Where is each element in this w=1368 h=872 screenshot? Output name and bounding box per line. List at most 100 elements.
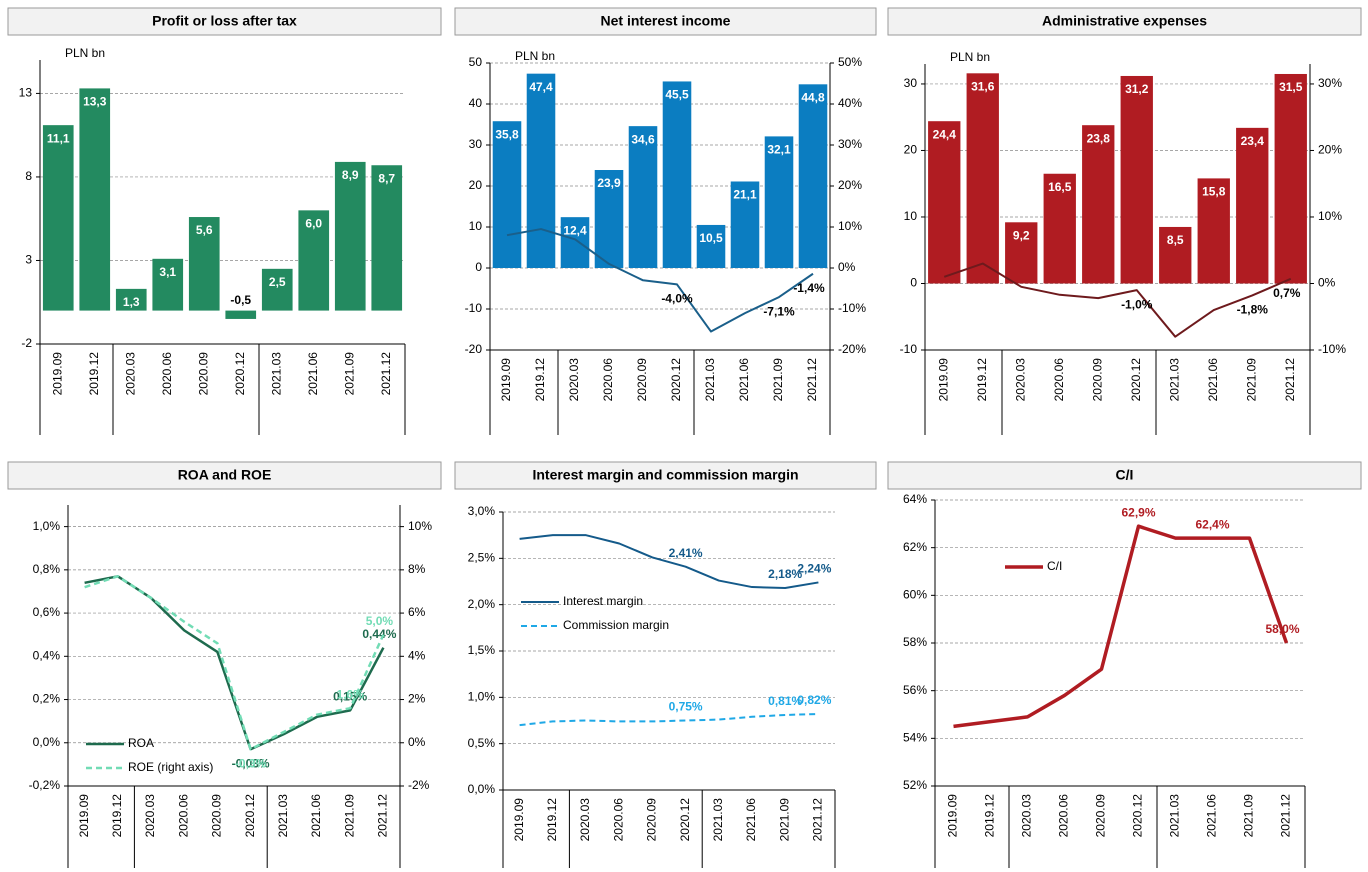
x-tick-label: 2021.03 (1167, 358, 1181, 402)
x-tick-label: 2021.09 (342, 352, 356, 396)
panel-header (887, 7, 1362, 36)
y2-tick-label: 0% (838, 260, 856, 274)
panel-header (887, 461, 1362, 490)
value-label: 31,6 (971, 79, 995, 93)
y2-tick-label: 10% (1318, 209, 1342, 223)
x-tick-label: 2020.12 (1131, 794, 1145, 838)
y-tick-label: 0,5% (468, 736, 496, 750)
legend-label: ROE (right axis) (128, 760, 213, 774)
x-tick-label: 2020.06 (1052, 358, 1066, 402)
y-tick-label: -2 (21, 336, 32, 350)
value-label: 6,0 (305, 217, 322, 231)
bar (1120, 75, 1153, 284)
x-tick-label: 2020.12 (243, 794, 257, 838)
y-tick-label: 40 (469, 96, 483, 110)
value-label: 2,18% (768, 567, 802, 581)
x-tick-label: 2021.06 (309, 794, 323, 838)
x-tick-label: 2020.03 (567, 358, 581, 402)
panel-header (454, 7, 877, 36)
y2-tick-label: 10% (838, 219, 862, 233)
value-label: -1,4% (793, 281, 825, 295)
y-tick-label: 0,8% (33, 562, 61, 576)
value-label: 23,8 (1087, 131, 1111, 145)
y-tick-label: 56% (903, 683, 927, 697)
value-label: 13,3 (83, 95, 107, 109)
y2-tick-label: 30% (1318, 76, 1342, 90)
value-label: 2,5 (269, 275, 286, 289)
bar (152, 258, 184, 311)
value-label: -7,1% (763, 304, 795, 318)
axis-label: PLN bn (950, 50, 990, 64)
value-label: 0,75% (669, 700, 703, 714)
value-label: -0,5 (230, 293, 251, 307)
y-tick-label: 0,0% (468, 782, 496, 796)
value-label: 31,5 (1279, 80, 1303, 94)
x-tick-label: 2019.09 (946, 794, 960, 838)
value-label: 0,81% (768, 694, 802, 708)
y-tick-label: -0,2% (29, 778, 61, 792)
y-tick-label: 60% (903, 588, 927, 602)
x-tick-label: 2020.12 (1129, 358, 1143, 402)
x-tick-label: 2020.12 (669, 358, 683, 402)
x-tick-label: 2019.12 (110, 794, 124, 838)
y-tick-label: 3,0% (468, 504, 496, 518)
value-label: 12,4 (563, 223, 587, 237)
bar (1005, 222, 1038, 284)
y2-tick-label: 20% (838, 178, 862, 192)
panel-header (7, 7, 442, 36)
x-tick-label: 2020.03 (578, 798, 592, 842)
value-label: -0,3% (235, 756, 267, 770)
y-tick-label: 20 (469, 178, 483, 192)
x-tick-label: 2020.03 (1020, 794, 1034, 838)
value-label: -1,8% (1237, 303, 1269, 317)
line-series (506, 228, 814, 333)
x-tick-label: 2021.09 (1242, 794, 1256, 838)
x-tick-label: 2021.03 (1168, 794, 1182, 838)
x-tick-label: 2021.12 (811, 798, 825, 842)
bar (298, 210, 330, 311)
y-tick-label: 64% (903, 492, 927, 506)
y2-tick-label: 0% (1318, 276, 1336, 290)
x-tick-label: 2020.09 (635, 358, 649, 402)
bar (662, 81, 692, 268)
x-tick-label: 2021.12 (379, 352, 393, 396)
bar (79, 88, 111, 311)
y-tick-label: 30 (469, 137, 483, 151)
y-tick-label: 20 (904, 143, 918, 157)
bar (628, 126, 658, 268)
value-label: 8,5 (1167, 233, 1184, 247)
x-tick-label: 2020.03 (1013, 358, 1027, 402)
chart-title: ROA and ROE (178, 467, 272, 483)
value-label: 21,1 (733, 188, 757, 202)
y-tick-label: 58% (903, 635, 927, 649)
x-tick-label: 2020.06 (601, 358, 615, 402)
value-label: 1,3 (123, 295, 140, 309)
x-tick-label: 2020.03 (123, 352, 137, 396)
x-tick-label: 2020.03 (143, 794, 157, 838)
x-tick-label: 2020.09 (1094, 794, 1108, 838)
y2-tick-label: 4% (408, 648, 426, 662)
y2-tick-label: 20% (1318, 143, 1342, 157)
bar (115, 288, 147, 311)
value-label: 32,1 (767, 143, 791, 157)
value-label: 31,2 (1125, 82, 1149, 96)
value-label: 23,4 (1241, 134, 1265, 148)
y-tick-label: 13 (19, 86, 33, 100)
x-tick-label: 2021.03 (703, 358, 717, 402)
x-tick-label: 2019.09 (50, 352, 64, 396)
y2-tick-label: 10% (408, 519, 432, 533)
bar (798, 84, 828, 268)
x-tick-label: 2019.09 (77, 794, 91, 838)
x-tick-label: 2020.09 (645, 798, 659, 842)
y-tick-label: -10 (900, 342, 918, 356)
y-tick-label: 1,0% (468, 690, 496, 704)
value-label: 0,82% (797, 693, 831, 707)
chart-title: C/I (1116, 467, 1134, 483)
value-label: -0,03% (232, 756, 270, 770)
x-tick-label: 2020.06 (1057, 794, 1071, 838)
x-tick-label: 2021.03 (269, 352, 283, 396)
value-label: 23,9 (597, 176, 621, 190)
value-label: 24,4 (933, 127, 957, 141)
value-label: 62,9% (1121, 505, 1155, 519)
x-tick-label: 2020.12 (233, 352, 247, 396)
